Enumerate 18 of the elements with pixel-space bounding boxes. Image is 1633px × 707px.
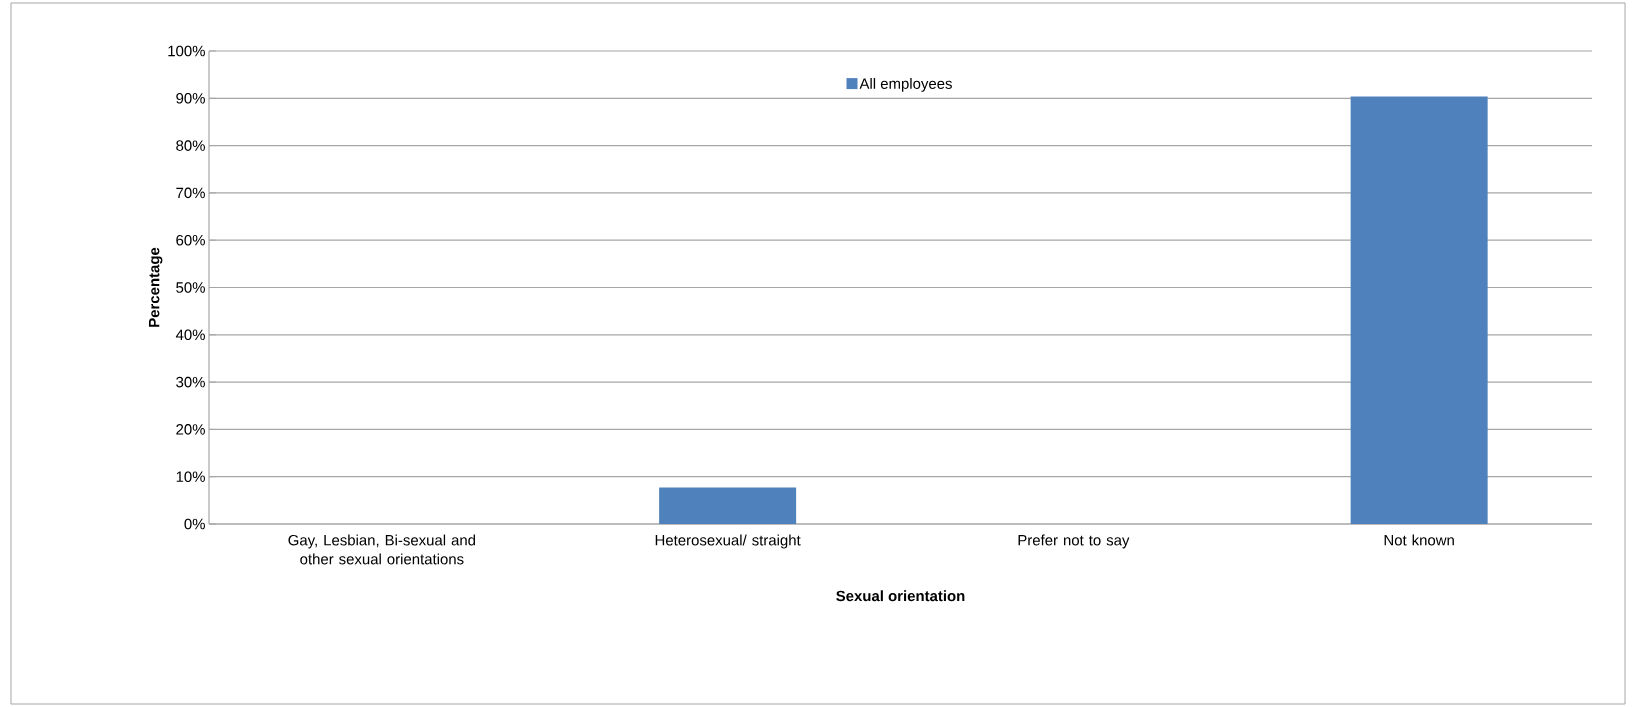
x-tick-label: Gay, Lesbian, Bi-sexual and other sexual orientations	[288, 534, 476, 565]
y-tick-label: 10%	[176, 471, 205, 482]
x-tick-label: Prefer not to say	[1018, 534, 1130, 549]
y-tick-label: 80%	[176, 140, 205, 151]
y-tick-label: 60%	[176, 234, 205, 246]
x-axis-title: Sexual orientation	[836, 590, 965, 602]
y-tick-label: 100%	[168, 45, 205, 57]
legend-label: All employees	[859, 77, 952, 92]
x-tick-label: Heterosexual/ straight	[655, 534, 801, 549]
y-tick-label: 70%	[176, 187, 205, 199]
y-axis-title: Percentage	[148, 247, 163, 327]
x-tick-label: Not known	[1384, 534, 1454, 546]
y-tick-label: 0%	[184, 518, 205, 530]
y-tick-label: 40%	[175, 329, 205, 341]
y-tick-label: 50%	[176, 282, 205, 293]
y-tick-label: 30%	[176, 376, 205, 388]
y-tick-label: 20%	[176, 424, 205, 435]
y-tick-label: 90%	[176, 93, 205, 104]
